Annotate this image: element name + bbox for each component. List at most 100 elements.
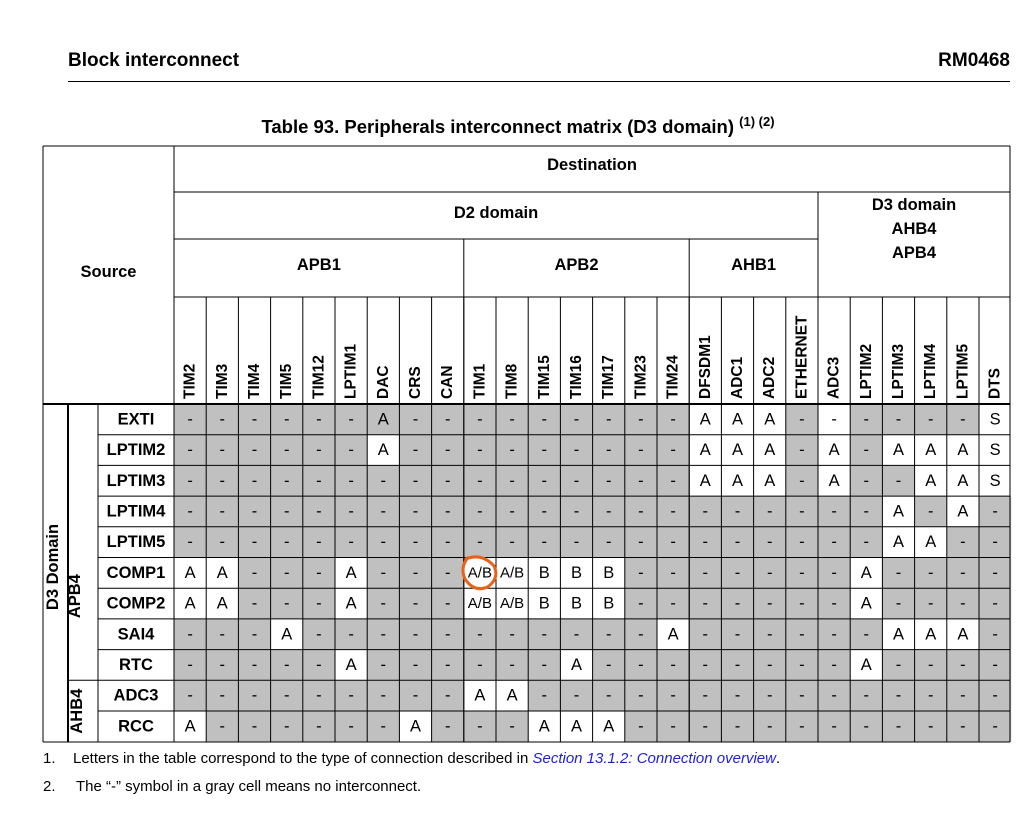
matrix-cell-bg: [850, 680, 883, 711]
matrix-cell-bg: [335, 465, 368, 497]
matrix-cell: -: [735, 687, 741, 705]
matrix-cell: A: [764, 410, 775, 428]
matrix-cell-bg: [206, 465, 239, 497]
matrix-cell: -: [799, 717, 805, 735]
matrix-cell-bg: [914, 496, 947, 527]
matrix-cell-bg: [753, 588, 786, 619]
matrix-cell: A: [829, 441, 840, 459]
matrix-cell-bg: [174, 404, 207, 435]
matrix-cell-bg: [399, 526, 432, 558]
matrix-cell: -: [831, 533, 837, 551]
row-header-lptim4: LPTIM4: [107, 502, 166, 520]
matrix-cell-bg: [463, 618, 496, 650]
matrix-cell: -: [477, 717, 483, 735]
matrix-cell: -: [252, 656, 258, 674]
matrix-cell-bg: [721, 649, 754, 681]
matrix-cell: -: [799, 564, 805, 582]
matrix-cell: A: [700, 472, 711, 490]
matrix-cell: -: [928, 410, 934, 428]
matrix-cell-bg: [979, 465, 1012, 497]
matrix-cell: -: [670, 410, 676, 428]
matrix-cell: -: [445, 502, 451, 520]
apb2-header: APB2: [554, 256, 598, 274]
matrix-cell-bg: [850, 404, 883, 435]
matrix-cell-bg: [721, 588, 754, 619]
matrix-cell: A: [957, 502, 968, 520]
matrix-cell: A: [700, 441, 711, 459]
matrix-cell-bg: [753, 557, 786, 589]
matrix-cell-bg: [624, 465, 657, 497]
caption-refs: (1) (2): [739, 114, 775, 129]
matrix-cell: -: [542, 410, 548, 428]
matrix-cell-bg: [946, 557, 979, 589]
matrix-cell: -: [928, 687, 934, 705]
column-header-lptim3: LPTIM3: [890, 344, 907, 399]
matrix-cell: -: [348, 502, 354, 520]
matrix-cell: -: [606, 472, 612, 490]
matrix-cell: -: [252, 717, 258, 735]
matrix-cell-bg: [528, 434, 561, 466]
section-header: Block interconnect: [68, 50, 240, 71]
matrix-cell-bg: [270, 649, 303, 681]
connection-overview-link[interactable]: Section 13.1.2: Connection overview: [532, 750, 776, 767]
matrix-cell-bg: [657, 526, 690, 558]
matrix-cell-bg: [431, 680, 464, 711]
matrix-cell-bg: [174, 649, 207, 681]
matrix-cell: -: [735, 717, 741, 735]
matrix-cell: -: [187, 410, 193, 428]
matrix-cell: -: [670, 441, 676, 459]
matrix-cell: -: [574, 472, 580, 490]
matrix-cell: -: [348, 410, 354, 428]
matrix-cell-bg: [560, 526, 593, 558]
matrix-cell: -: [960, 687, 966, 705]
matrix-cell-bg: [238, 496, 271, 527]
matrix-cell-bg: [818, 434, 851, 466]
matrix-cell: -: [928, 717, 934, 735]
matrix-cell-bg: [624, 711, 657, 742]
matrix-cell-bg: [753, 404, 786, 435]
matrix-cell-bg: [785, 711, 818, 742]
matrix-cell-bg: [270, 557, 303, 589]
footnote-text-end: .: [775, 750, 781, 767]
matrix-cell: A/B: [500, 564, 524, 581]
matrix-cell-bg: [335, 588, 368, 619]
matrix-cell-bg: [463, 496, 496, 527]
matrix-cell: -: [413, 410, 419, 428]
matrix-cell-bg: [496, 434, 529, 466]
matrix-cell: -: [896, 595, 902, 613]
matrix-cell: -: [638, 410, 644, 428]
matrix-cell-bg: [367, 680, 400, 711]
matrix-cell: -: [767, 625, 773, 643]
matrix-cell-bg: [850, 526, 883, 558]
matrix-cell-bg: [302, 649, 335, 681]
matrix-cell-bg: [882, 496, 915, 527]
matrix-cell-bg: [431, 465, 464, 497]
matrix-cell: -: [187, 441, 193, 459]
matrix-cell: -: [284, 410, 290, 428]
source-domain-label: D3 Domain: [44, 524, 62, 610]
matrix-cell-bg: [882, 618, 915, 650]
matrix-cell-bg: [657, 465, 690, 497]
matrix-cell: -: [284, 595, 290, 613]
matrix-cell-bg: [914, 618, 947, 650]
matrix-cell-bg: [753, 649, 786, 681]
matrix-cell-bg: [238, 649, 271, 681]
matrix-cell-bg: [238, 680, 271, 711]
matrix-cell-bg: [528, 465, 561, 497]
matrix-cell-bg: [496, 496, 529, 527]
matrix-cell: A: [893, 502, 904, 520]
matrix-cell: -: [574, 502, 580, 520]
matrix-cell-bg: [463, 649, 496, 681]
matrix-cell: -: [574, 441, 580, 459]
matrix-cell: -: [252, 472, 258, 490]
matrix-cell: -: [542, 656, 548, 674]
matrix-cell: -: [252, 687, 258, 705]
matrix-cell-bg: [850, 618, 883, 650]
column-header-tim5: TIM5: [278, 363, 295, 399]
matrix-cell-bg: [914, 711, 947, 742]
matrix-cell: -: [767, 564, 773, 582]
matrix-cell: B: [603, 564, 614, 582]
matrix-cell-bg: [335, 680, 368, 711]
matrix-cell-bg: [560, 618, 593, 650]
matrix-cell: -: [252, 564, 258, 582]
